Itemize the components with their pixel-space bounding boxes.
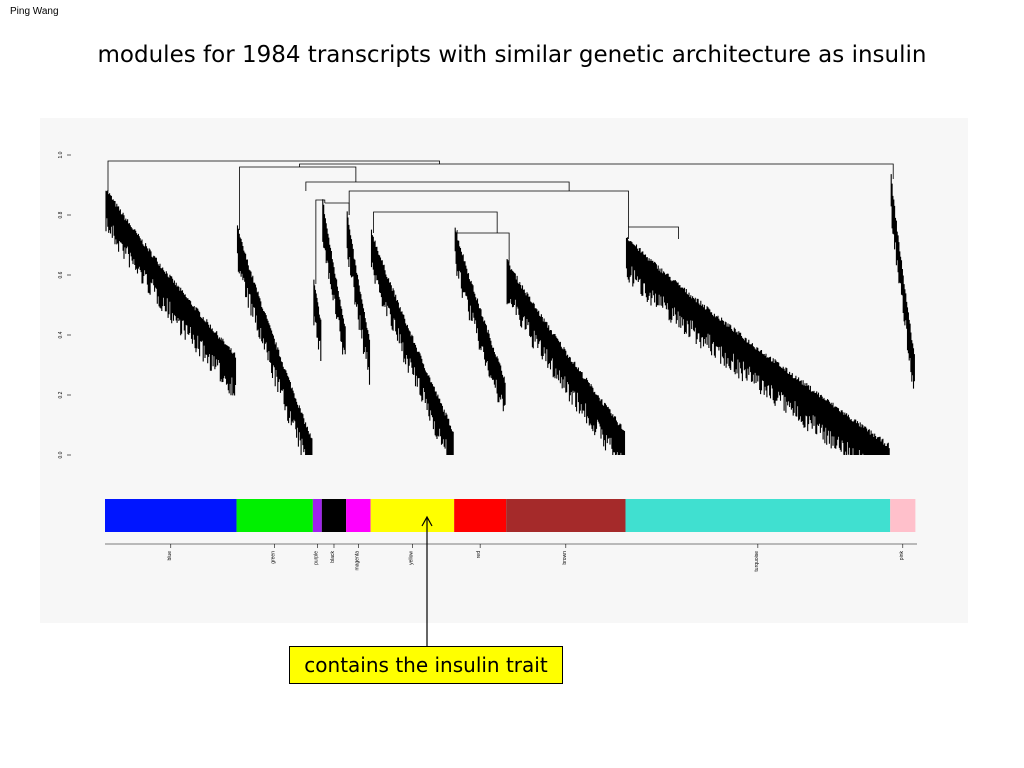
merge-green-pink (299, 163, 894, 179)
merge-center (305, 181, 570, 191)
module-bar-purple (312, 499, 322, 532)
dendrogram-svg: 0.0 0.2 0.4 0.6 0.8 1.0 blue green purple black m… (58, 151, 917, 572)
cluster-leaves-turquoise (625, 237, 890, 455)
slide-title: modules for 1984 transcripts with simila… (97, 42, 927, 68)
module-bar-pink (890, 499, 916, 532)
merge-yellow-redbrown (373, 211, 498, 233)
module-label-purple: purple (313, 551, 319, 565)
module-bar-yellow (370, 499, 455, 532)
dendrogram-tree (105, 160, 915, 455)
cluster-leaves-purple (313, 279, 322, 361)
cluster-leaves-magenta (346, 211, 371, 385)
merge-turquoise-sub (628, 226, 679, 239)
module-label-turquoise: turquoise (754, 551, 760, 572)
merge-root (107, 160, 440, 191)
y-tick-label: 0.4 (58, 331, 64, 338)
module-label-brown: brown (562, 551, 568, 565)
module-color-bar (105, 499, 916, 532)
module-bar-green (236, 499, 313, 532)
merge-black-magenta (324, 202, 350, 215)
dendrogram-figure: 0.0 0.2 0.4 0.6 0.8 1.0 blue green purple black m… (40, 118, 968, 623)
cluster-leaves-red (454, 227, 506, 412)
y-tick-label: 1.0 (58, 151, 64, 158)
module-label-green: green (271, 551, 277, 564)
y-tick-label: 0.8 (58, 211, 64, 218)
y-tick-label: 0.2 (58, 391, 64, 398)
merge-mid-right (348, 190, 629, 227)
module-bar-blue (105, 499, 237, 532)
cluster-leaves-black (322, 199, 346, 355)
module-bar-magenta (346, 499, 371, 532)
y-tick-label: 0.0 (58, 451, 64, 458)
cluster-leaves-green (236, 225, 313, 455)
module-labels: blue green purple black magenta yellow red brow… (105, 543, 917, 572)
author-label: Ping Wang (10, 6, 59, 17)
merge-purple-black (315, 199, 326, 284)
y-tick-label: 0.6 (58, 271, 64, 278)
module-label-blue: blue (167, 551, 173, 561)
merge-green-mid (239, 166, 357, 230)
module-label-red: red (476, 551, 482, 558)
module-label-magenta: magenta (354, 551, 360, 571)
merge-red-brown (456, 230, 510, 263)
module-label-black: black (330, 551, 336, 563)
cluster-leaves-brown (506, 259, 626, 455)
cluster-leaves-blue (105, 190, 237, 396)
module-bar-red (454, 499, 507, 532)
module-label-yellow: yellow (408, 551, 414, 565)
module-label-pink: pink (899, 551, 905, 561)
cluster-leaves-yellow (370, 229, 454, 455)
module-bar-turquoise (625, 499, 891, 532)
module-bar-black (321, 499, 347, 532)
module-bar-brown (506, 499, 626, 532)
y-axis: 0.0 0.2 0.4 0.6 0.8 1.0 (58, 151, 71, 458)
cluster-leaves-pink (890, 174, 915, 389)
insulin-callout: contains the insulin trait (289, 646, 563, 684)
